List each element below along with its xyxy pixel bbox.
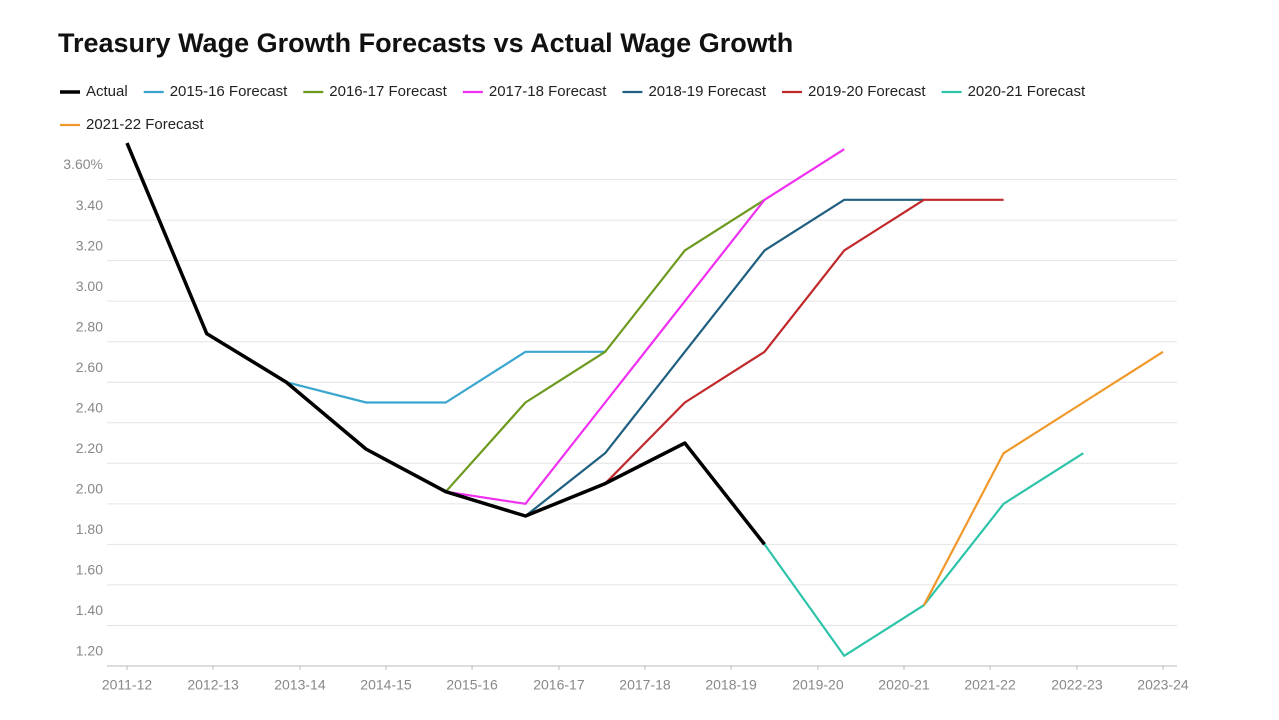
x-tick-label: 2022-23 [1051,677,1103,693]
x-tick-label: 2018-19 [705,677,757,693]
legend-label: 2020-21 Forecast [968,83,1086,100]
legend-item: 2015-16 Forecast [143,83,288,100]
legend-label: Actual [86,83,128,100]
series-line [445,148,845,505]
series-line [922,350,1164,606]
x-tick-label: 2023-24 [1137,677,1189,693]
x-tick-label: 2012-13 [187,677,239,693]
x-tick-label: 2015-16 [446,677,498,693]
x-tick-label: 2013-14 [274,677,326,693]
y-tick-label: 1.40 [76,602,103,618]
legend-item: 2019-20 Forecast [782,83,926,100]
legend-item: 2018-19 Forecast [622,83,767,100]
series-line [125,142,766,546]
legend-item: Actual [60,83,128,100]
x-tick-label: 2020-21 [878,677,930,693]
y-tick-label: 2.40 [76,399,103,415]
series-line [524,198,924,517]
legend-item: 2017-18 Forecast [462,83,607,100]
x-tick-label: 2014-15 [360,677,412,693]
series-line [604,198,1004,485]
y-tick-label: 2.00 [76,481,103,497]
series-line [444,198,766,493]
y-tick-label: 3.40 [76,197,103,213]
x-tick-label: 2019-20 [792,677,844,693]
legend-item: 2021-22 Forecast [60,116,204,133]
y-tick-label: 2.20 [76,440,103,456]
legend-label: 2015-16 Forecast [170,83,288,100]
x-tick-label: 2016-17 [533,677,585,693]
legend-item: 2016-17 Forecast [303,83,448,100]
y-tick-label: 1.60 [76,562,103,578]
legend-label: 2017-18 Forecast [489,83,607,100]
y-tick-label: 3.20 [76,237,103,253]
y-tick-label: 2.80 [76,318,103,334]
legend-label: 2021-22 Forecast [86,116,204,133]
legend-label: 2018-19 Forecast [648,83,766,100]
x-tick-label: 2017-18 [619,677,671,693]
legend-label: 2019-20 Forecast [808,83,926,100]
y-tick-label: 3.00 [76,278,103,294]
y-tick-label: 1.20 [76,643,103,659]
legend-label: 2016-17 Forecast [329,83,447,100]
chart-title: Treasury Wage Growth Forecasts vs Actual… [58,28,793,58]
y-tick-label: 2.60 [76,359,103,375]
y-tick-label: 3.60% [63,156,103,172]
series-line [286,350,606,404]
y-tick-label: 1.80 [76,521,103,537]
legend-item: 2020-21 Forecast [941,83,1086,100]
x-tick-label: 2011-12 [102,677,153,693]
x-tick-label: 2021-22 [964,677,1016,693]
